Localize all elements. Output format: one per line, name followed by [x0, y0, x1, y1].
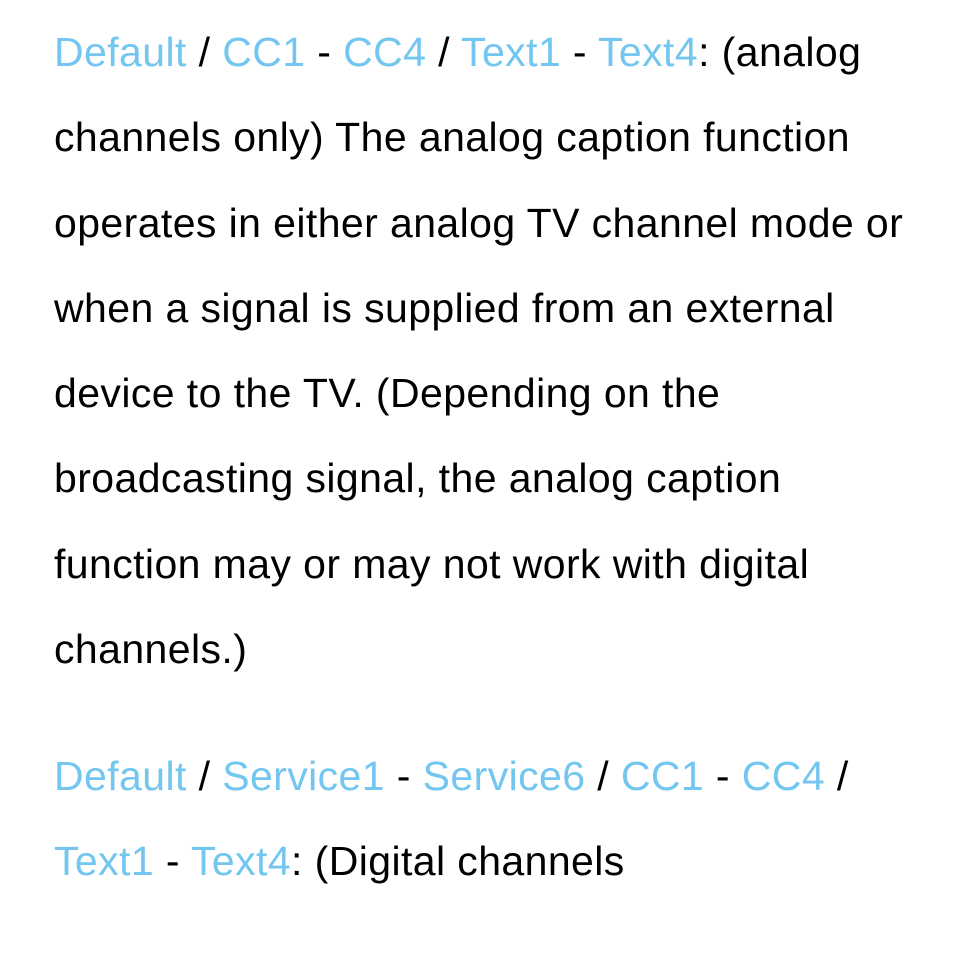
sep-slash: / [585, 753, 620, 799]
option-text1: Text1 [54, 838, 154, 884]
option-service1: Service1 [222, 753, 385, 799]
digital-description: : (Digital channels [291, 838, 625, 884]
caption-analog-paragraph: Default / CC1 - CC4 / Text1 - Text4: (an… [54, 10, 908, 692]
analog-description: : (analog channels only) The analog capt… [54, 29, 903, 672]
option-cc1: CC1 [621, 753, 704, 799]
sep-dash: - [704, 753, 742, 799]
sep-slash: / [187, 753, 222, 799]
sep-dash: - [561, 29, 598, 75]
sep-dash: - [385, 753, 423, 799]
option-text4: Text4 [598, 29, 698, 75]
option-cc4: CC4 [742, 753, 825, 799]
option-text4: Text4 [191, 838, 291, 884]
option-default: Default [54, 29, 187, 75]
option-default: Default [54, 753, 187, 799]
sep-slash: / [426, 29, 461, 75]
caption-digital-paragraph: Default / Service1 - Service6 / CC1 - CC… [54, 734, 908, 905]
sep-slash: / [187, 29, 222, 75]
option-cc4: CC4 [343, 29, 426, 75]
sep-slash: / [825, 753, 849, 799]
option-service6: Service6 [423, 753, 586, 799]
sep-dash: - [154, 838, 191, 884]
sep-dash: - [305, 29, 343, 75]
option-cc1: CC1 [222, 29, 305, 75]
option-text1: Text1 [461, 29, 561, 75]
